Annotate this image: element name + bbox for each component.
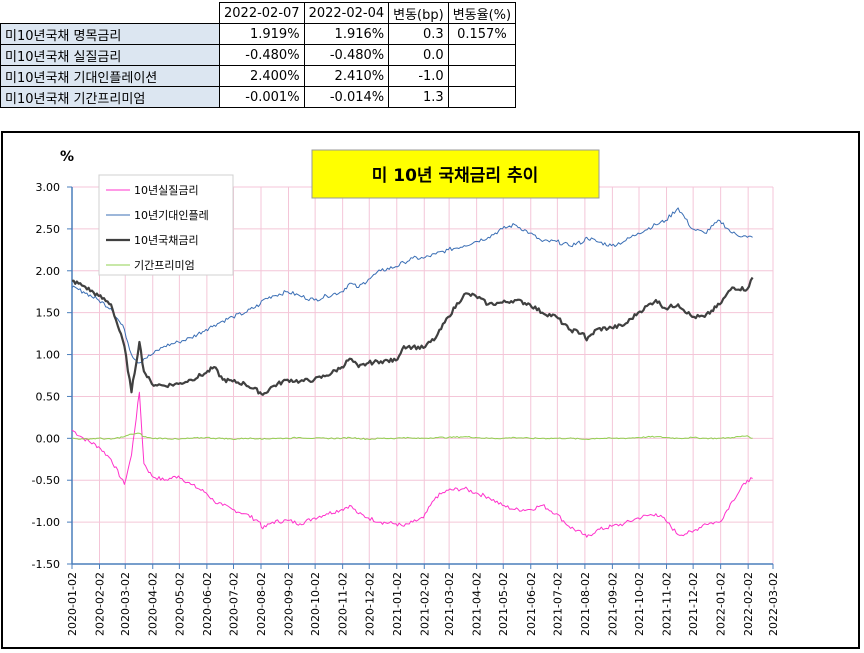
pct-change-cell <box>447 44 517 66</box>
series-line <box>71 391 753 538</box>
y-tick-label: 1.50 <box>36 307 61 320</box>
table-header-row: 2022-02-07 2022-02-04 변동(bp) 변동율(%) <box>0 2 517 24</box>
pct-change-cell: 0.157% <box>447 23 517 45</box>
x-tick-label: 2020-03-02 <box>119 572 132 636</box>
x-tick-label: 2021-09-02 <box>606 572 619 636</box>
y-tick-label: 2.00 <box>36 265 61 278</box>
x-tick-labels: 2020-01-02 2020-02-02 2020-03-02 2020-04-02… <box>66 572 780 636</box>
axes <box>67 186 774 569</box>
x-tick-label: 2021-10-02 <box>633 572 646 636</box>
row-label: 미10년국채 명목금리 <box>0 23 220 45</box>
legend-label: 기간프리미엄 <box>134 259 195 272</box>
x-tick-label: 2020-06-02 <box>201 572 214 636</box>
x-tick-label: 2020-12-02 <box>363 572 376 636</box>
x-tick-label: 2020-07-02 <box>227 572 240 636</box>
x-tick-label: 2022-02-02 <box>742 572 755 636</box>
x-tick-label: 2020-05-02 <box>173 572 186 636</box>
legend-label: 10년국채금리 <box>134 234 199 247</box>
y-tick-label: 3.00 <box>36 181 61 194</box>
bp-change-cell: 1.3 <box>388 86 449 108</box>
legend-label: 10년기대인플레 <box>134 209 209 222</box>
chart-title-box: 미 10년 국채금리 추이 <box>311 149 600 199</box>
x-tick-label: 2021-07-02 <box>551 572 564 636</box>
chart-area: 3.00 2.50 2.00 1.50 1.00 0.50 0.00 -0.50 -1.00 -1… <box>1 131 860 649</box>
x-tick-label: 2021-05-02 <box>497 572 510 636</box>
table-header-cell: 2022-02-07 <box>219 2 305 24</box>
y-tick-label: -0.50 <box>32 474 60 487</box>
y-tick-label: 0.50 <box>36 390 61 403</box>
summary-table: 2022-02-07 2022-02-04 변동(bp) 변동율(%) 미10년… <box>0 2 517 108</box>
x-tick-label: 2021-12-02 <box>687 572 700 636</box>
table-corner-cell <box>0 2 220 24</box>
x-tick-label: 2020-11-02 <box>337 572 350 636</box>
y-tick-label: 1.00 <box>36 349 61 362</box>
row-label: 미10년국채 실질금리 <box>0 44 220 66</box>
table-row: 미10년국채 기대인플레이션 2.400% 2.410% -1.0 <box>0 65 517 87</box>
y-tick-labels: 3.00 2.50 2.00 1.50 1.00 0.50 0.00 -0.50 -1.00 -1… <box>32 181 60 571</box>
x-tick-label: 2021-08-02 <box>579 572 592 636</box>
bp-change-cell: 0.0 <box>388 44 449 66</box>
pct-change-cell <box>447 65 517 87</box>
x-tick-label: 2021-01-02 <box>391 572 404 636</box>
x-tick-label: 2022-01-02 <box>715 572 728 636</box>
line-chart: 3.00 2.50 2.00 1.50 1.00 0.50 0.00 -0.50 -1.00 -1… <box>32 149 780 636</box>
y-tick-label: 0.00 <box>36 432 61 445</box>
legend-label: 10년실질금리 <box>134 184 199 197</box>
table-row: 미10년국채 기간프리미엄 -0.001% -0.014% 1.3 <box>0 86 517 108</box>
value-cell: -0.001% <box>219 86 305 108</box>
x-tick-label: 2021-06-02 <box>525 572 538 636</box>
x-tick-label: 2022-03-02 <box>767 572 780 636</box>
x-tick-label: 2021-03-02 <box>443 572 456 636</box>
y-tick-label: 2.50 <box>36 223 61 236</box>
bp-change-cell: 0.3 <box>388 23 449 45</box>
y-axis-label: % <box>60 149 74 165</box>
x-tick-label: 2020-10-02 <box>309 572 322 636</box>
value-cell: 1.919% <box>219 23 305 45</box>
y-tick-label: -1.00 <box>32 516 60 529</box>
value-cell: 2.400% <box>219 65 305 87</box>
value-cell: 1.916% <box>303 23 390 45</box>
x-tick-label: 2021-02-02 <box>418 572 431 636</box>
row-label: 미10년국채 기대인플레이션 <box>0 65 220 87</box>
x-tick-label: 2021-11-02 <box>661 572 674 636</box>
value-cell: -0.480% <box>303 44 390 66</box>
chart-title: 미 10년 국채금리 추이 <box>372 166 539 186</box>
x-tick-label: 2020-04-02 <box>147 572 160 636</box>
row-label: 미10년국채 기간프리미엄 <box>0 86 220 108</box>
x-tick-label: 2020-01-02 <box>66 572 79 636</box>
series-line <box>71 432 753 440</box>
x-tick-label: 2020-02-02 <box>94 572 107 636</box>
value-cell: -0.014% <box>303 86 390 108</box>
bp-change-cell: -1.0 <box>388 65 449 87</box>
value-cell: -0.480% <box>219 44 305 66</box>
x-tick-label: 2020-09-02 <box>283 572 296 636</box>
series-lines <box>71 207 754 538</box>
x-tick-label: 2021-04-02 <box>471 572 484 636</box>
series-line <box>71 207 753 364</box>
table-header-cell: 2022-02-04 <box>303 2 390 24</box>
value-cell: 2.410% <box>303 65 390 87</box>
table-row: 미10년국채 명목금리 1.919% 1.916% 0.3 0.157% <box>0 23 517 45</box>
table-header-cell: 변동율(%) <box>447 2 517 24</box>
y-tick-label: -1.50 <box>32 558 60 571</box>
table-row: 미10년국채 실질금리 -0.480% -0.480% 0.0 <box>0 44 517 66</box>
table-header-cell: 변동(bp) <box>388 2 449 24</box>
series-line <box>71 276 754 396</box>
x-tick-label: 2020-08-02 <box>255 572 268 636</box>
pct-change-cell <box>447 86 517 108</box>
